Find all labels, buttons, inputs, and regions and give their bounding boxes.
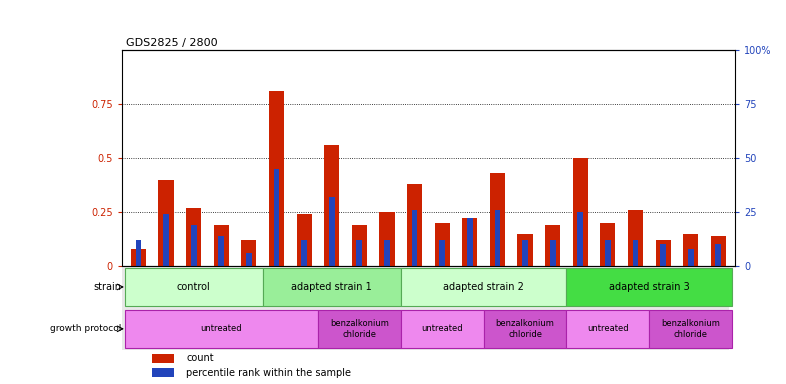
Bar: [628, 210, 643, 266]
Text: growth protocol: growth protocol: [50, 324, 121, 333]
Bar: [567, 268, 732, 306]
Text: untreated: untreated: [421, 324, 463, 333]
Text: strain: strain: [94, 282, 121, 292]
Bar: [660, 245, 666, 266]
Bar: [125, 268, 263, 306]
Bar: [467, 218, 472, 266]
Bar: [549, 240, 556, 266]
Bar: [384, 240, 390, 266]
Bar: [318, 310, 401, 348]
Bar: [269, 91, 284, 266]
Bar: [715, 245, 722, 266]
Text: GDS2825 / 2800: GDS2825 / 2800: [126, 38, 218, 48]
Bar: [494, 210, 501, 266]
Bar: [490, 173, 505, 266]
Text: benzalkonium
chloride: benzalkonium chloride: [330, 319, 389, 339]
Bar: [578, 212, 583, 266]
Bar: [711, 236, 726, 266]
Bar: [301, 240, 307, 266]
Bar: [401, 268, 567, 306]
Bar: [380, 212, 395, 266]
Text: count: count: [186, 353, 214, 363]
Text: benzalkonium
chloride: benzalkonium chloride: [496, 319, 554, 339]
Text: benzalkonium
chloride: benzalkonium chloride: [661, 319, 720, 339]
Bar: [601, 223, 615, 266]
Bar: [439, 240, 445, 266]
Bar: [263, 268, 401, 306]
Bar: [656, 240, 670, 266]
Bar: [483, 310, 567, 348]
Bar: [135, 240, 141, 266]
Bar: [633, 240, 638, 266]
Bar: [688, 249, 693, 266]
Text: untreated: untreated: [200, 324, 242, 333]
Bar: [605, 240, 611, 266]
Bar: [163, 214, 169, 266]
Bar: [522, 240, 528, 266]
Bar: [152, 354, 174, 363]
Bar: [683, 233, 698, 266]
Bar: [246, 253, 252, 266]
Bar: [356, 240, 362, 266]
Bar: [351, 225, 367, 266]
Bar: [401, 310, 483, 348]
Bar: [324, 145, 340, 266]
Bar: [241, 240, 256, 266]
Text: control: control: [177, 282, 211, 292]
Bar: [412, 210, 417, 266]
Bar: [517, 233, 533, 266]
Bar: [159, 180, 174, 266]
Bar: [329, 197, 335, 266]
Bar: [214, 225, 229, 266]
Text: adapted strain 2: adapted strain 2: [443, 282, 524, 292]
Text: percentile rank within the sample: percentile rank within the sample: [186, 367, 351, 377]
Text: adapted strain 3: adapted strain 3: [609, 282, 689, 292]
Text: adapted strain 1: adapted strain 1: [292, 282, 372, 292]
Bar: [152, 368, 174, 377]
Bar: [649, 310, 732, 348]
Bar: [407, 184, 422, 266]
Bar: [191, 225, 196, 266]
Bar: [567, 310, 649, 348]
Bar: [296, 214, 312, 266]
Bar: [545, 225, 560, 266]
Bar: [130, 249, 146, 266]
Bar: [219, 236, 224, 266]
Text: untreated: untreated: [587, 324, 629, 333]
Bar: [462, 218, 477, 266]
Bar: [435, 223, 450, 266]
Bar: [274, 169, 279, 266]
Bar: [125, 310, 318, 348]
Bar: [186, 208, 201, 266]
Bar: [573, 158, 588, 266]
